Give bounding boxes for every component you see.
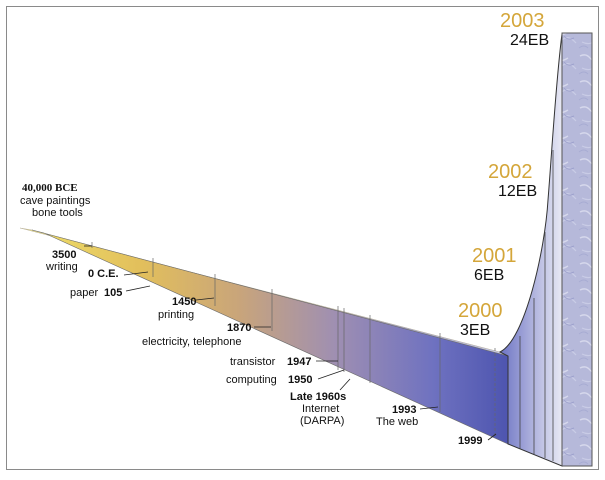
label-3500-year: 3500 [52, 249, 76, 261]
label-1870-desc: electricity, telephone [142, 336, 241, 348]
label-1993-desc: The web [376, 416, 418, 428]
label-computing-year: 1950 [288, 374, 312, 386]
label-1450-desc: printing [158, 309, 194, 321]
data-point-size-2001: 6EB [474, 267, 504, 284]
growth-curve-area [498, 33, 563, 467]
label-internet-line1: Internet [302, 403, 339, 415]
label-internet-year: Late 1960s [290, 391, 346, 403]
label-0ce-year: 0 C.E. [88, 268, 119, 280]
label-40000bce-line1: cave paintings [20, 195, 91, 207]
data-point-year-2002: 2002 [488, 161, 533, 183]
label-internet-line2: (DARPA) [300, 415, 344, 427]
label-transistor-year: 1947 [287, 356, 311, 368]
data-point-size-2003: 24EB [510, 32, 549, 49]
label-computing-desc: computing [226, 374, 277, 386]
label-paper-year: 105 [104, 287, 122, 299]
label-1999-year: 1999 [458, 435, 482, 447]
label-3500-desc: writing [45, 261, 78, 273]
data-point-year-2003: 2003 [500, 10, 545, 32]
label-1450-year: 1450 [172, 296, 196, 308]
label-1993-year: 1993 [392, 404, 416, 416]
label-1870-year: 1870 [227, 322, 251, 334]
data-point-year-2000: 2000 [458, 300, 503, 322]
data-point-size-2002: 12EB [498, 183, 537, 200]
label-40000bce-year: 40,000 BCE [22, 182, 78, 194]
data-point-year-2001: 2001 [472, 245, 517, 267]
data-point-size-2000: 3EB [460, 322, 490, 339]
band-dividers [91, 242, 496, 436]
band-front-face [31, 229, 509, 445]
leader-lines [84, 245, 497, 441]
wall-2003 [561, 32, 593, 467]
label-paper-desc: paper [70, 287, 98, 299]
label-transistor-desc: transistor [230, 356, 276, 368]
label-40000bce-line2: bone tools [32, 207, 83, 219]
